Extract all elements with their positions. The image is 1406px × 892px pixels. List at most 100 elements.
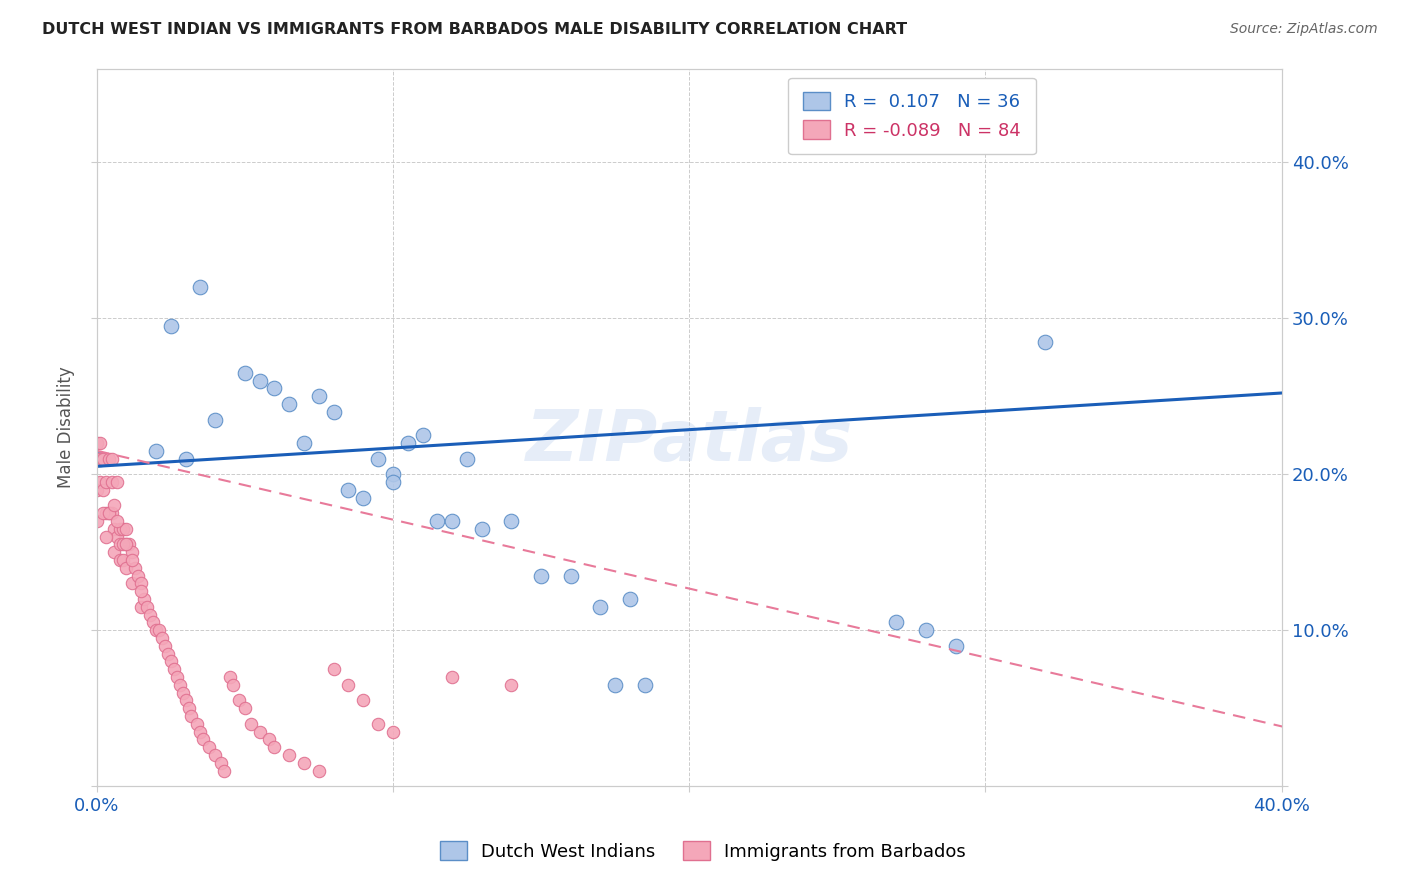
Point — [603, 678, 626, 692]
Point — [86, 514, 108, 528]
Point — [249, 374, 271, 388]
Point — [139, 607, 162, 622]
Point — [501, 678, 523, 692]
Point — [107, 475, 129, 489]
Point — [367, 451, 389, 466]
Point — [100, 451, 122, 466]
Point — [1033, 334, 1056, 349]
Point — [159, 654, 181, 668]
Point — [115, 522, 138, 536]
Point — [974, 124, 997, 138]
Y-axis label: Male Disability: Male Disability — [58, 367, 75, 488]
Point — [89, 475, 111, 489]
Point — [94, 506, 117, 520]
Point — [150, 631, 173, 645]
Point — [190, 724, 212, 739]
Legend: R =  0.107   N = 36, R = -0.089   N = 84: R = 0.107 N = 36, R = -0.089 N = 84 — [789, 78, 1036, 154]
Point — [103, 545, 125, 559]
Point — [426, 514, 449, 528]
Point — [97, 451, 120, 466]
Point — [112, 522, 135, 536]
Point — [153, 639, 176, 653]
Point — [148, 623, 170, 637]
Point — [337, 678, 360, 692]
Point — [115, 537, 138, 551]
Point — [107, 514, 129, 528]
Point — [169, 678, 191, 692]
Point — [945, 639, 967, 653]
Point — [121, 576, 143, 591]
Point — [110, 553, 132, 567]
Text: DUTCH WEST INDIAN VS IMMIGRANTS FROM BARBADOS MALE DISABILITY CORRELATION CHART: DUTCH WEST INDIAN VS IMMIGRANTS FROM BAR… — [42, 22, 907, 37]
Point — [441, 514, 464, 528]
Point — [115, 560, 138, 574]
Point — [100, 475, 122, 489]
Point — [86, 451, 108, 466]
Point — [129, 584, 152, 599]
Point — [94, 475, 117, 489]
Point — [212, 764, 235, 778]
Point — [186, 716, 208, 731]
Point — [915, 623, 938, 637]
Point — [381, 467, 404, 482]
Point — [91, 506, 114, 520]
Point — [381, 475, 404, 489]
Point — [142, 615, 165, 630]
Point — [177, 701, 200, 715]
Point — [118, 537, 141, 551]
Point — [396, 436, 419, 450]
Point — [121, 545, 143, 559]
Point — [100, 506, 122, 520]
Point — [89, 451, 111, 466]
Point — [367, 716, 389, 731]
Point — [204, 747, 226, 762]
Point — [136, 599, 159, 614]
Point — [322, 405, 344, 419]
Point — [166, 670, 188, 684]
Point — [886, 615, 908, 630]
Point — [112, 553, 135, 567]
Point — [115, 537, 138, 551]
Point — [94, 529, 117, 543]
Point — [239, 716, 262, 731]
Point — [180, 709, 202, 723]
Point — [112, 537, 135, 551]
Point — [204, 412, 226, 426]
Point — [263, 740, 285, 755]
Point — [127, 568, 149, 582]
Point — [352, 693, 374, 707]
Point — [308, 764, 330, 778]
Point — [132, 591, 155, 606]
Point — [228, 693, 250, 707]
Point — [634, 678, 657, 692]
Point — [263, 381, 285, 395]
Point — [278, 397, 301, 411]
Point — [560, 568, 582, 582]
Point — [163, 662, 186, 676]
Point — [441, 670, 464, 684]
Point — [456, 451, 478, 466]
Point — [530, 568, 553, 582]
Point — [193, 732, 215, 747]
Point — [257, 732, 280, 747]
Point — [110, 537, 132, 551]
Point — [209, 756, 232, 770]
Point — [501, 514, 523, 528]
Point — [589, 599, 612, 614]
Point — [110, 522, 132, 536]
Point — [619, 591, 641, 606]
Point — [172, 685, 194, 699]
Point — [145, 623, 167, 637]
Point — [86, 436, 108, 450]
Point — [124, 560, 146, 574]
Point — [222, 678, 245, 692]
Point — [352, 491, 374, 505]
Point — [249, 724, 271, 739]
Point — [129, 599, 152, 614]
Legend: Dutch West Indians, Immigrants from Barbados: Dutch West Indians, Immigrants from Barb… — [430, 832, 976, 870]
Point — [190, 280, 212, 294]
Point — [91, 483, 114, 497]
Point — [97, 506, 120, 520]
Point — [292, 756, 315, 770]
Point — [89, 436, 111, 450]
